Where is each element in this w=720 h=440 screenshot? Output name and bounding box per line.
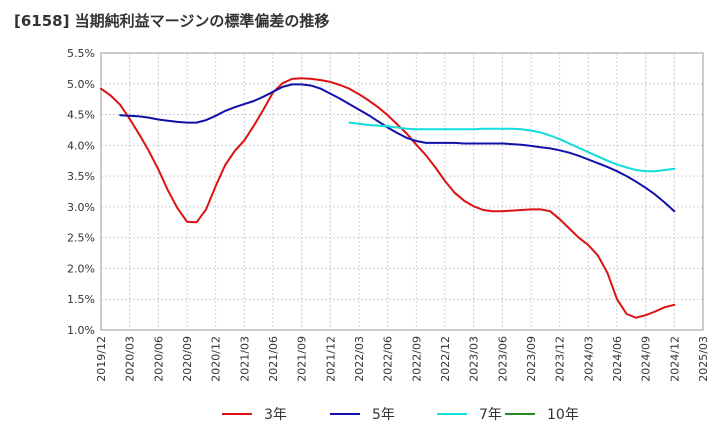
x-tick-label: 2021/03 <box>238 336 251 382</box>
legend-label: 3年 <box>264 407 287 423</box>
x-tick-label: 2020/06 <box>152 336 165 382</box>
x-tick-label: 2025/03 <box>697 336 710 382</box>
y-tick-label: 3.0% <box>67 201 95 214</box>
x-tick-label: 2023/06 <box>496 336 509 382</box>
y-tick-label: 2.0% <box>67 262 95 275</box>
plot-border <box>100 52 704 331</box>
y-tick-label: 1.5% <box>67 293 95 306</box>
y-tick-label: 5.5% <box>67 47 95 60</box>
y-tick-label: 2.5% <box>67 232 95 245</box>
legend-label: 10年 <box>547 407 579 423</box>
series-line-3年 <box>100 77 676 319</box>
x-tick-label: 2024/03 <box>582 336 595 382</box>
x-tick-label: 2022/06 <box>382 336 395 382</box>
y-tick-label: 5.0% <box>67 78 95 91</box>
series-line-5年 <box>119 83 676 213</box>
x-tick-label: 2022/03 <box>353 336 366 382</box>
y-tick-label: 3.5% <box>67 170 95 183</box>
x-tick-label: 2023/09 <box>525 336 538 382</box>
x-tick-label: 2020/09 <box>181 336 194 382</box>
x-tick-label: 2020/03 <box>124 336 137 382</box>
x-tick-label: 2023/03 <box>468 336 481 382</box>
plot-area <box>101 53 703 330</box>
y-tick-label: 4.0% <box>67 139 95 152</box>
x-tick-label: 2021/09 <box>296 336 309 382</box>
x-tick-label: 2024/06 <box>611 336 624 382</box>
y-tick-label: 1.0% <box>67 324 95 337</box>
legend-label: 5年 <box>372 407 395 423</box>
x-tick-label: 2023/12 <box>554 336 567 382</box>
legend-label: 7年 <box>479 407 502 423</box>
chart-title: [6158] 当期純利益マージンの標準偏差の推移 <box>14 12 330 30</box>
y-tick-label: 4.5% <box>67 109 95 122</box>
x-tick-label: 2019/12 <box>95 336 108 382</box>
x-tick-label: 2021/12 <box>324 336 337 382</box>
series-line-7年 <box>348 121 676 173</box>
x-tick-label: 2024/09 <box>640 336 653 382</box>
x-tick-label: 2022/12 <box>439 336 452 382</box>
x-tick-label: 2022/09 <box>410 336 423 382</box>
x-tick-label: 2020/12 <box>210 336 223 382</box>
x-tick-label: 2021/06 <box>267 336 280 382</box>
x-tick-label: 2024/12 <box>668 336 681 382</box>
